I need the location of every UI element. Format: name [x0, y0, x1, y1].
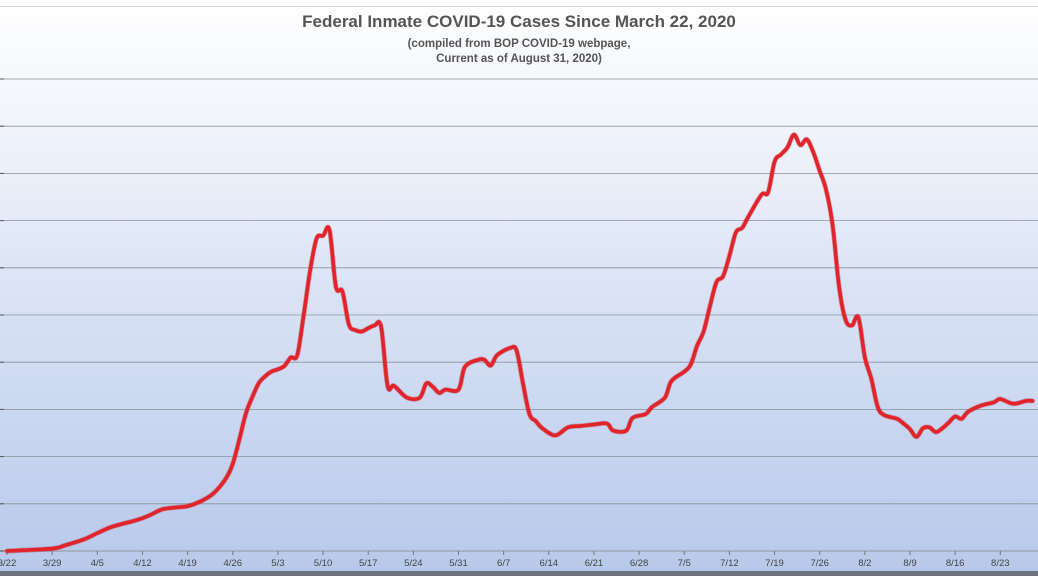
x-tick-label: 3/29 [43, 558, 62, 569]
x-tick-label: 7/12 [720, 558, 739, 569]
x-tick-label: 5/17 [359, 558, 378, 569]
chart-title: Federal Inmate COVID-19 Cases Since Marc… [302, 12, 736, 31]
x-tick-label: 7/19 [765, 558, 784, 569]
x-tick-label: 7/26 [810, 558, 829, 569]
x-tick-label: 8/9 [903, 558, 916, 569]
x-tick-label: 6/21 [585, 558, 604, 569]
x-tick-label: 5/3 [271, 558, 284, 569]
chart-subtitle-line-2: Current as of August 31, 2020) [436, 53, 602, 65]
bottom-frame-strip [0, 571, 1038, 576]
x-tick-label: 3/22 [0, 558, 16, 569]
x-tick-label: 4/19 [178, 558, 197, 569]
x-tick-label: 8/16 [946, 558, 965, 569]
x-tick-label: 7/5 [678, 558, 691, 569]
x-tick-label: 8/2 [858, 558, 871, 569]
top-frame-strip [0, 0, 1038, 7]
series-line [5, 132, 1035, 553]
x-tick-label: 6/7 [497, 558, 510, 569]
x-tick-label: 4/26 [224, 558, 243, 569]
x-tick-label: 4/12 [133, 558, 152, 569]
x-tick-label: 5/24 [404, 558, 423, 569]
x-tick-label: 6/14 [540, 558, 559, 569]
x-tick-label: 4/5 [91, 558, 104, 569]
chart-subtitle-line-1: (compiled from BOP COVID-19 webpage, [407, 38, 631, 50]
x-tick-label: 6/28 [630, 558, 649, 569]
x-tick-label: 5/10 [314, 558, 333, 569]
x-tick-label: 5/31 [449, 558, 468, 569]
series-line-shadow [4, 132, 1035, 554]
x-tick-label: 8/23 [991, 558, 1010, 569]
